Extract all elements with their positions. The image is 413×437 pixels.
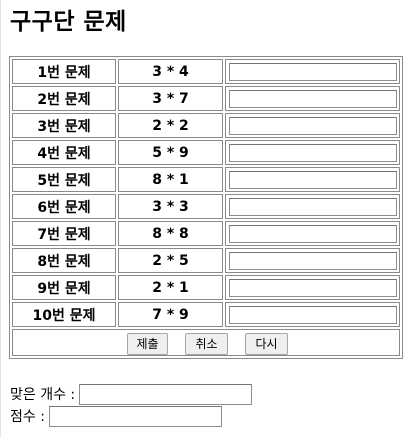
page-title: 구구단 문제: [10, 9, 127, 35]
question-row-1: 1번 문제 3 * 4: [12, 59, 400, 84]
question-expression: 7 * 9: [118, 302, 223, 327]
answer-input-3[interactable]: [228, 116, 397, 135]
button-row: 제출 취소 다시: [12, 329, 400, 356]
question-row-5: 5번 문제 8 * 1: [12, 167, 400, 192]
window-left-edge: [0, 0, 1, 437]
answer-cell: [225, 140, 400, 165]
answer-input-8[interactable]: [228, 251, 397, 270]
submit-button[interactable]: 제출: [127, 333, 168, 355]
question-row-4: 4번 문제 5 * 9: [12, 140, 400, 165]
question-row-10: 10번 문제 7 * 9: [12, 302, 400, 327]
answer-cell: [225, 113, 400, 138]
question-expression: 8 * 8: [118, 221, 223, 246]
question-row-6: 6번 문제 3 * 3: [12, 194, 400, 219]
answer-cell: [225, 194, 400, 219]
question-label: 5번 문제: [12, 167, 116, 192]
question-label: 1번 문제: [12, 59, 116, 84]
question-label: 10번 문제: [12, 302, 116, 327]
question-expression: 3 * 7: [118, 86, 223, 111]
answer-input-2[interactable]: [228, 89, 397, 108]
cancel-button[interactable]: 취소: [185, 333, 228, 355]
question-row-7: 7번 문제 8 * 8: [12, 221, 400, 246]
question-label: 8번 문제: [12, 248, 116, 273]
question-row-8: 8번 문제 2 * 5: [12, 248, 400, 273]
answer-cell: [225, 302, 400, 327]
question-label: 7번 문제: [12, 221, 116, 246]
score-field[interactable]: [48, 405, 222, 427]
question-expression: 3 * 3: [118, 194, 223, 219]
question-expression: 2 * 5: [118, 248, 223, 273]
question-expression: 2 * 2: [118, 113, 223, 138]
answer-cell: [225, 86, 400, 111]
answer-cell: [225, 221, 400, 246]
correct-count-field[interactable]: [79, 383, 253, 405]
question-row-9: 9번 문제 2 * 1: [12, 275, 400, 300]
answer-input-10[interactable]: [228, 305, 397, 324]
question-row-2: 2번 문제 3 * 7: [12, 86, 400, 111]
answer-input-7[interactable]: [228, 224, 397, 243]
answer-input-4[interactable]: [228, 143, 397, 162]
answer-input-9[interactable]: [228, 278, 397, 297]
question-label: 2번 문제: [12, 86, 116, 111]
retry-button[interactable]: 다시: [245, 333, 288, 355]
question-label: 6번 문제: [12, 194, 116, 219]
question-label: 4번 문제: [12, 140, 116, 165]
question-label: 9번 문제: [12, 275, 116, 300]
answer-cell: [225, 59, 400, 84]
score-line: 점수 :: [10, 405, 222, 427]
answer-input-5[interactable]: [228, 170, 397, 189]
question-expression: 8 * 1: [118, 167, 223, 192]
question-row-3: 3번 문제 2 * 2: [12, 113, 400, 138]
question-expression: 5 * 9: [118, 140, 223, 165]
answer-input-1[interactable]: [228, 62, 397, 81]
correct-count-label: 맞은 개수 :: [10, 387, 76, 403]
answer-cell: [225, 248, 400, 273]
question-expression: 2 * 1: [118, 275, 223, 300]
quiz-table: 1번 문제 3 * 4 2번 문제 3 * 7 3번 문제 2 * 2 4번 문…: [9, 56, 403, 359]
correct-count-line: 맞은 개수 :: [10, 383, 253, 405]
answer-cell: [225, 275, 400, 300]
answer-input-6[interactable]: [228, 197, 397, 216]
answer-cell: [225, 167, 400, 192]
question-expression: 3 * 4: [118, 59, 223, 84]
question-label: 3번 문제: [12, 113, 116, 138]
score-label: 점수 :: [10, 409, 45, 425]
